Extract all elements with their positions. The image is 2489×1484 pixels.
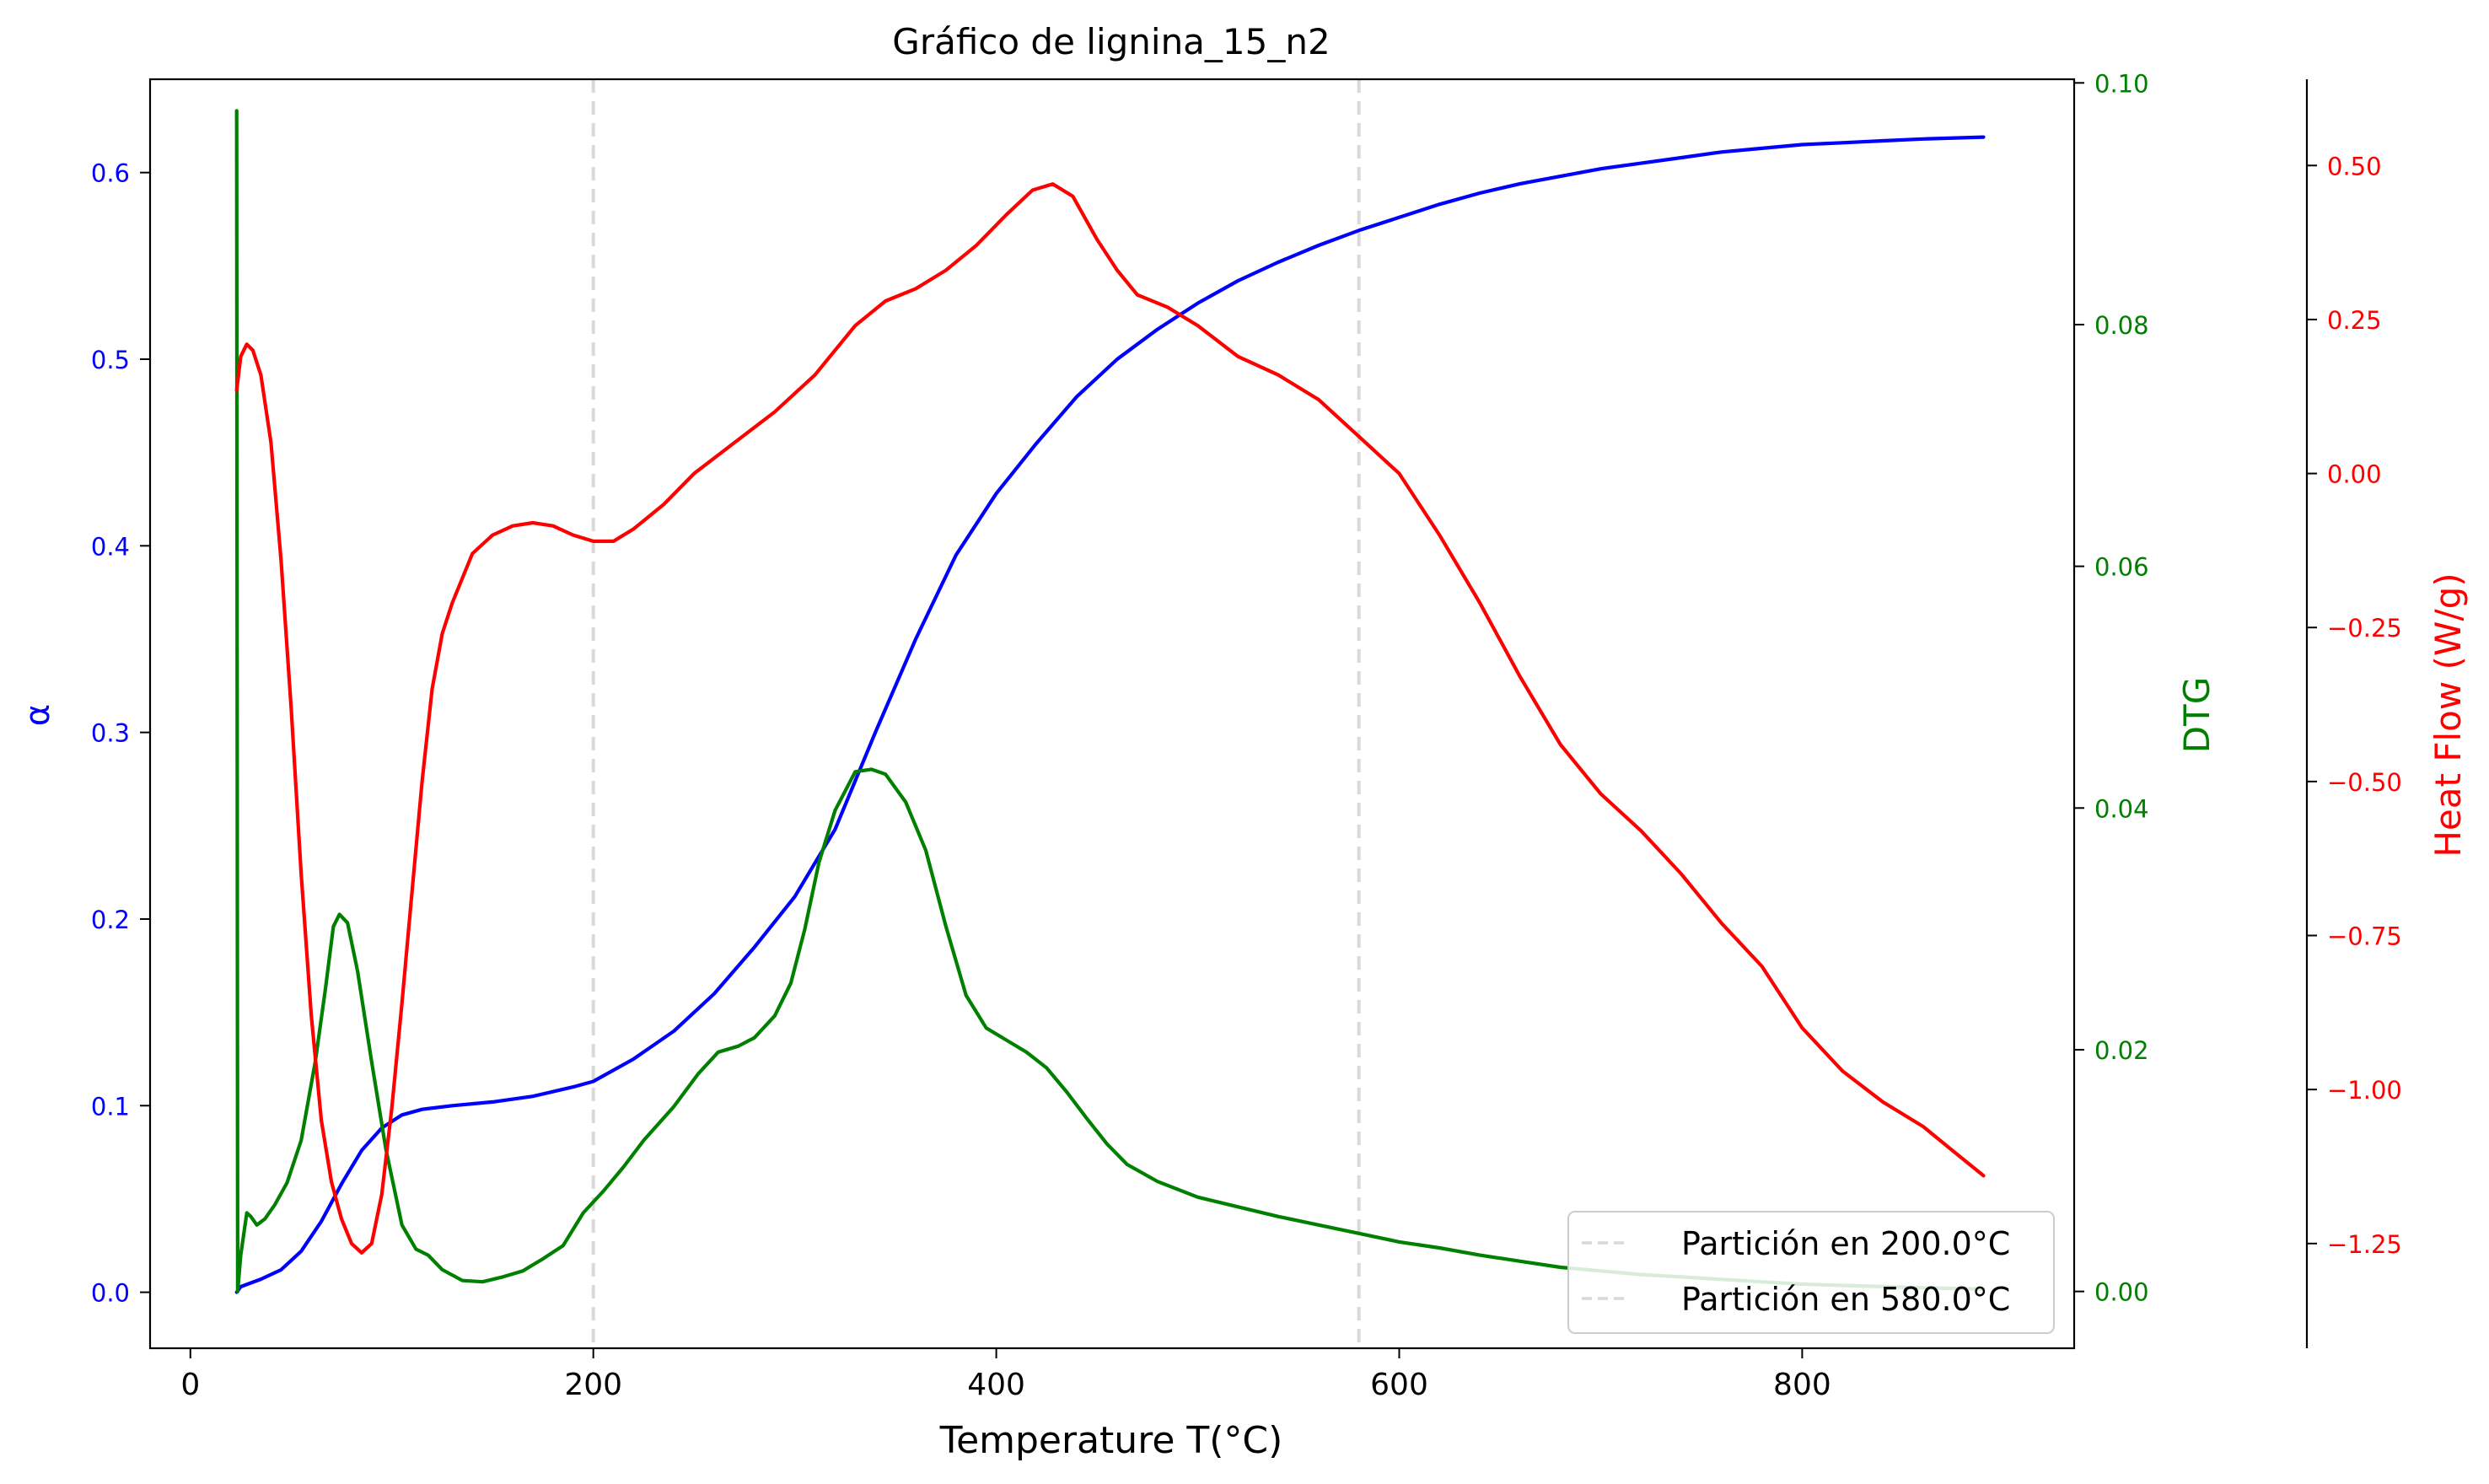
legend-label-partition-2: Partición en 580.0°C <box>1681 1281 2010 1318</box>
dtg-axis-label: DTG <box>2176 677 2218 754</box>
heat-tick-label: −1.25 <box>2327 1230 2402 1259</box>
dtg-tick-label: 0.06 <box>2094 553 2149 582</box>
alpha-axis: 0.0 0.1 0.2 0.3 0.4 0.5 0.6 <box>91 159 150 1308</box>
alpha-tick-label: 0.4 <box>91 532 130 561</box>
legend-box <box>1567 1211 2055 1334</box>
heat-tick-label: −0.25 <box>2327 614 2402 643</box>
legend-label-partition-1: Partición en 200.0°C <box>1681 1225 2010 1262</box>
alpha-tick-label: 0.5 <box>91 346 130 374</box>
plot-frame <box>148 78 2076 1350</box>
alpha-series-line <box>234 135 1986 1294</box>
alpha-tick-label: 0.2 <box>91 906 130 934</box>
partition-lines <box>591 79 1361 1348</box>
x-axis-label: Temperature T(°C) <box>939 1419 1283 1462</box>
heat-tick-label: 0.00 <box>2327 460 2382 489</box>
x-tick-label: 0 <box>180 1368 200 1402</box>
x-tick-label: 600 <box>1370 1368 1428 1402</box>
dtg-tick-label: 0.00 <box>2094 1278 2149 1307</box>
heat-tick-label: −0.75 <box>2327 922 2402 951</box>
dtg-series-line <box>234 109 1986 1293</box>
heat-tick-label: 0.50 <box>2327 152 2382 180</box>
x-axis: 0 200 400 600 800 <box>180 1348 1831 1402</box>
alpha-tick-label: 0.3 <box>91 719 130 748</box>
heat-flow-axis-label: Heat Flow (W/g) <box>2427 573 2469 857</box>
legend: Partición en 200.0°C Partición en 580.0°… <box>1567 1211 2055 1334</box>
alpha-axis-label: α <box>19 704 57 726</box>
heat-tick-label: −1.00 <box>2327 1076 2402 1105</box>
x-tick-label: 800 <box>1773 1368 1831 1402</box>
alpha-tick-label: 0.1 <box>91 1092 130 1121</box>
dtg-tick-label: 0.02 <box>2094 1036 2149 1065</box>
x-tick-label: 400 <box>967 1368 1025 1402</box>
dtg-tick-label: 0.08 <box>2094 311 2149 340</box>
dtg-tick-label: 0.10 <box>2094 69 2149 98</box>
heat-flow-axis: −1.25 −1.00 −0.75 −0.50 −0.25 0.00 0.25 0.50 <box>2305 79 2402 1348</box>
data-series <box>234 109 1986 1294</box>
x-tick-label: 200 <box>564 1368 622 1402</box>
alpha-tick-label: 0.6 <box>91 159 130 188</box>
heat-tick-label: 0.25 <box>2327 306 2382 335</box>
chart-title: Gráfico de lignina_15_n2 <box>892 21 1330 62</box>
dtg-axis: 0.00 0.02 0.04 0.06 0.08 0.10 <box>2074 69 2149 1307</box>
heat-tick-label: −0.50 <box>2327 768 2402 797</box>
dtg-tick-label: 0.04 <box>2094 794 2149 823</box>
alpha-tick-label: 0.0 <box>91 1279 130 1308</box>
heat-series-line <box>234 182 1986 1255</box>
